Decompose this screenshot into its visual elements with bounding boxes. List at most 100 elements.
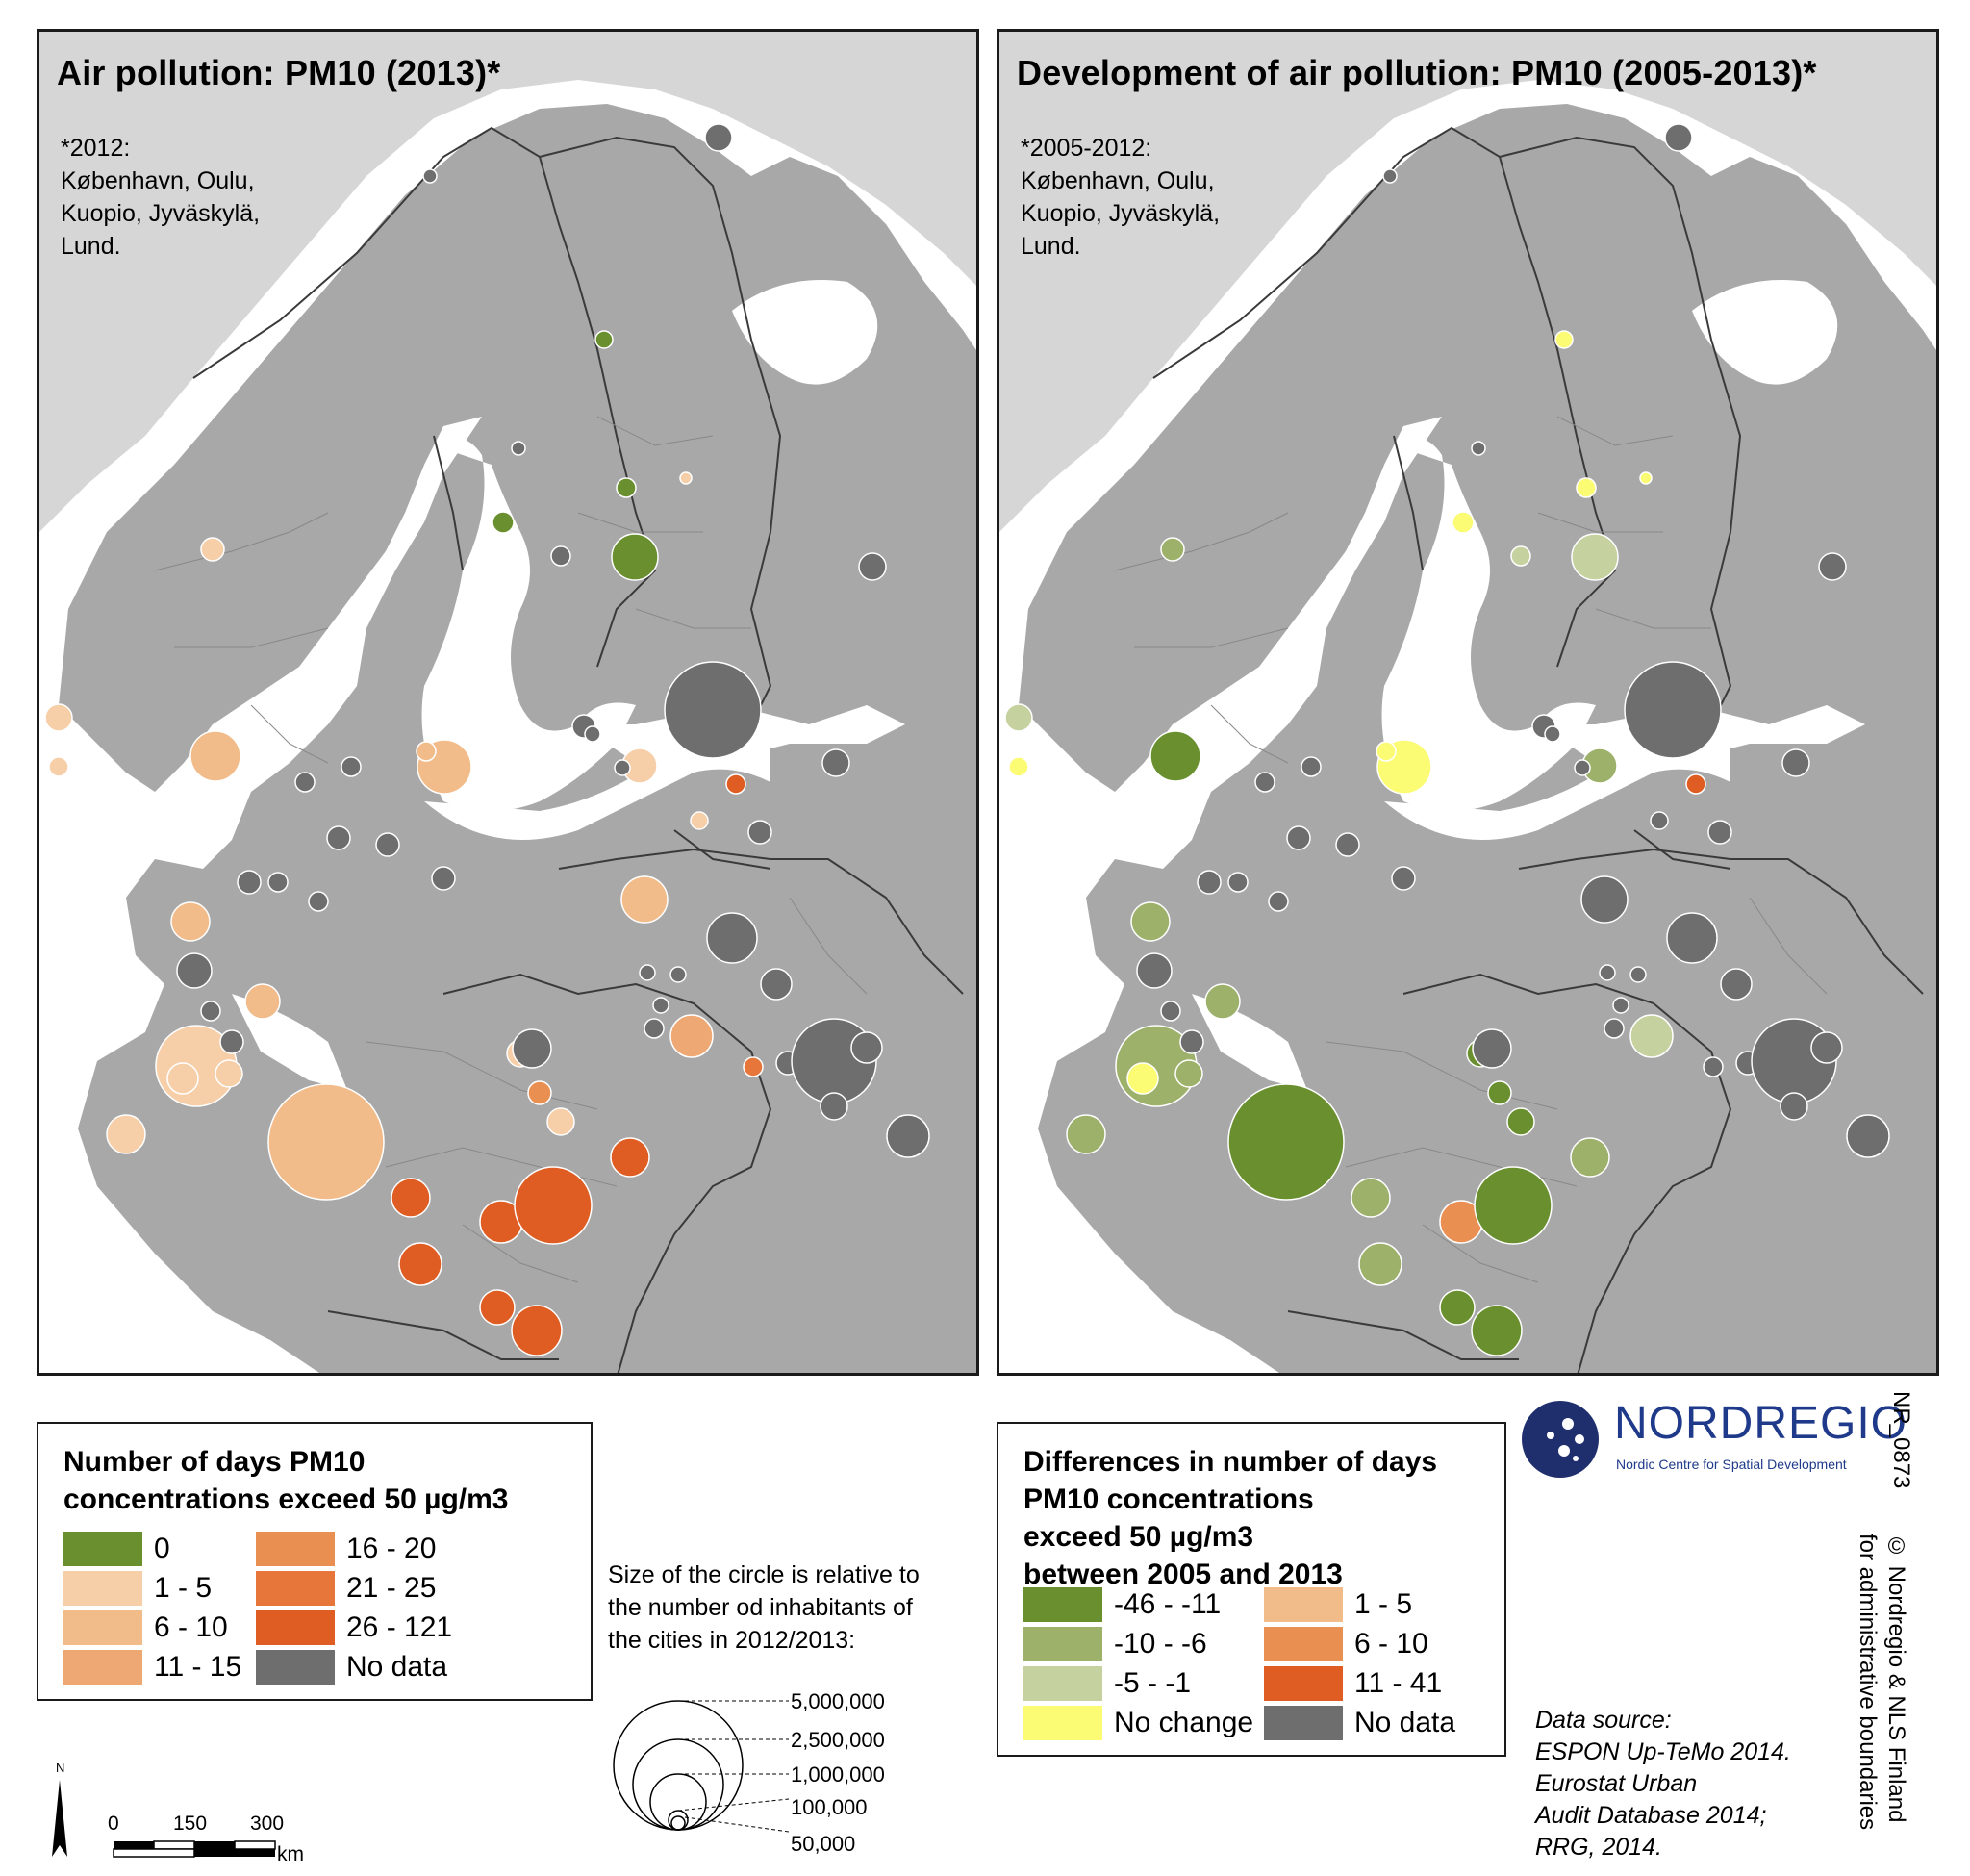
legend-swatch: [1264, 1666, 1343, 1701]
city-circle: [215, 1059, 243, 1088]
city-circles-left: [44, 123, 930, 1356]
note-line: Lund.: [1021, 233, 1081, 260]
legend-item: 21 - 25: [256, 1571, 436, 1606]
city-circle: [821, 748, 850, 777]
north-label: N: [56, 1761, 65, 1775]
city-circle: [1174, 1059, 1203, 1088]
data-source: Data source: ESPON Up-TeMo 2014. Eurosta…: [1535, 1705, 1791, 1863]
legend-swatch: [1264, 1587, 1343, 1622]
city-circle: [858, 552, 887, 581]
city-circle: [1066, 1114, 1106, 1154]
legend-title-line: PM10 concentrations: [1023, 1483, 1314, 1515]
legend-item: 11 - 15: [63, 1650, 241, 1685]
legend-label: 6 - 10: [1354, 1628, 1428, 1660]
legend-title-line: concentrations exceed 50 µg/m3: [63, 1483, 509, 1515]
city-circle: [652, 997, 669, 1014]
legend-pm10-difference: Differences in number of days PM10 conce…: [997, 1422, 1506, 1757]
legend-label: 26 - 121: [346, 1611, 453, 1643]
city-circle: [479, 1289, 516, 1326]
city-circle: [1612, 997, 1629, 1014]
city-circle: [1780, 1092, 1808, 1121]
legend-swatch: [256, 1532, 335, 1566]
size-label: 5,000,000: [791, 1689, 885, 1713]
logo-subtitle: Nordic Centre for Spatial Development: [1616, 1457, 1847, 1472]
city-circle: [611, 533, 659, 581]
data-source-line: Data source:: [1535, 1707, 1672, 1734]
city-circle: [514, 1166, 593, 1245]
size-label: 100,000: [791, 1795, 868, 1819]
legend-swatch: [1023, 1666, 1102, 1701]
city-circle: [886, 1114, 930, 1158]
north-arrow-and-scale: [52, 1780, 276, 1858]
city-circle: [170, 901, 211, 942]
city-circle: [237, 870, 262, 895]
city-circle: [1666, 912, 1718, 964]
legend-swatch: [256, 1610, 335, 1645]
city-circle: [1846, 1114, 1890, 1158]
city-circle: [48, 756, 69, 777]
city-circle: [1351, 1178, 1391, 1218]
city-circle: [267, 1083, 385, 1201]
copyright-line: © Nordregio & NLS Finland: [1883, 1534, 1909, 1823]
city-circle: [1301, 756, 1322, 777]
city-circle: [1707, 820, 1732, 845]
legend-swatch: [256, 1650, 335, 1685]
note-line: *2012:: [61, 135, 131, 162]
city-circle: [669, 966, 687, 983]
legend-label: 21 - 25: [346, 1572, 437, 1604]
city-circle: [1650, 811, 1669, 830]
city-circle: [1580, 875, 1629, 924]
city-circle: [664, 661, 762, 759]
nordregio-globe-icon: [1522, 1401, 1599, 1478]
city-circle: [1472, 1028, 1512, 1069]
city-circle: [1136, 952, 1173, 989]
map-left-svg: [39, 32, 976, 1373]
city-circle: [669, 1014, 714, 1058]
size-circle: [649, 1773, 707, 1831]
city-circle: [704, 123, 733, 152]
city-circle: [1703, 1056, 1724, 1077]
logo-wordmark: NORDREGIO: [1614, 1398, 1908, 1449]
legend-item: 1 - 5: [1264, 1587, 1412, 1622]
city-circle: [511, 441, 526, 456]
city-circle: [1130, 901, 1171, 942]
legend-title: Differences in number of days PM10 conce…: [1023, 1443, 1437, 1593]
city-circle: [546, 1107, 575, 1136]
city-circle: [639, 964, 656, 981]
city-circle: [1781, 748, 1810, 777]
city-circle: [1335, 832, 1360, 857]
city-circle: [422, 168, 438, 184]
legend-item: 6 - 10: [1264, 1627, 1428, 1661]
legend-item: 26 - 121: [256, 1610, 452, 1645]
city-circle: [375, 832, 400, 857]
city-circle: [1439, 1289, 1476, 1326]
legend-label: -46 - -11: [1114, 1588, 1222, 1620]
size-circle: [670, 1815, 686, 1831]
city-circle: [106, 1114, 146, 1154]
city-circle: [492, 511, 515, 534]
map-right: Development of air pollution: PM10 (2005…: [997, 29, 1939, 1376]
city-circle: [1391, 866, 1416, 891]
city-circle: [1126, 1062, 1159, 1095]
legend-item: 0: [63, 1532, 170, 1566]
legend-title: Number of days PM10 concentrations excee…: [63, 1443, 508, 1518]
city-circle: [1506, 1107, 1535, 1136]
size-label: 50,000: [791, 1832, 856, 1856]
city-circle: [616, 477, 637, 498]
scale-label: 300: [250, 1813, 285, 1835]
city-circle: [1286, 825, 1311, 850]
legend-label: 1 - 5: [1354, 1588, 1413, 1620]
north-arrow-icon: [52, 1780, 67, 1857]
city-circle: [1474, 1166, 1553, 1245]
data-source-line: Eurostat Urban: [1535, 1770, 1698, 1797]
city-circle: [511, 1305, 563, 1356]
scale-label: 150: [173, 1813, 208, 1835]
city-circle: [1720, 968, 1753, 1001]
legend-label: 1 - 5: [154, 1572, 213, 1604]
legend-label: 6 - 10: [154, 1611, 228, 1643]
legend-swatch: [63, 1571, 142, 1606]
legend-label: -5 - -1: [1114, 1667, 1192, 1699]
city-circle: [1629, 1014, 1674, 1058]
city-circle: [1358, 1242, 1402, 1286]
map-left: Air pollution: PM10 (2013)* *2012: Køben…: [37, 29, 979, 1376]
